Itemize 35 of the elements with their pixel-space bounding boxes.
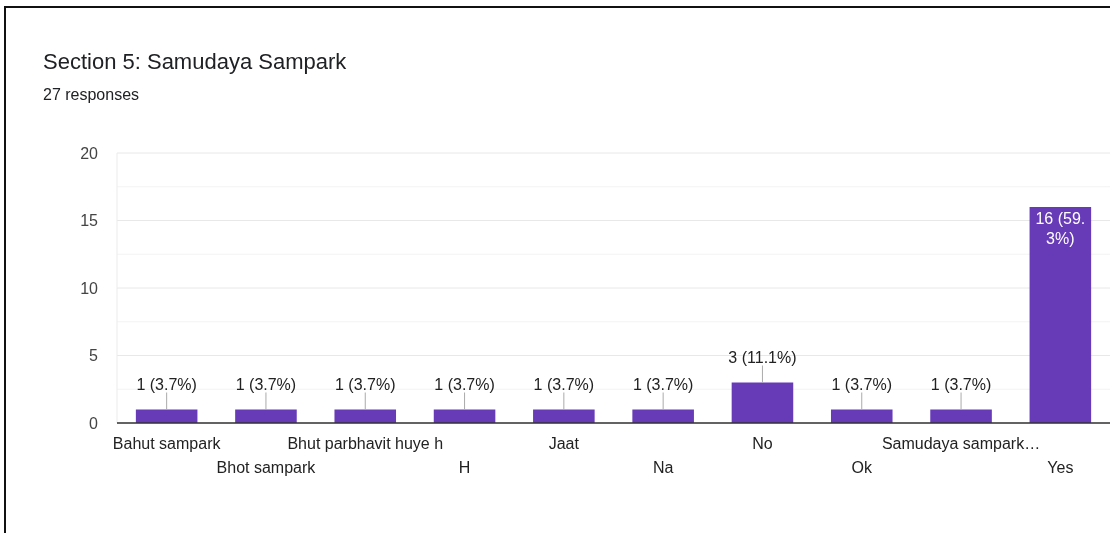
y-tick-label: 0 (89, 414, 99, 432)
chart-title: Section 5: Samudaya Sampark (43, 49, 348, 74)
bar (731, 382, 794, 423)
x-tick-label: No (752, 435, 773, 452)
bar (930, 409, 992, 423)
data-label: 1 (3.7%) (235, 375, 297, 393)
data-label: 1 (3.7%) (831, 375, 892, 393)
data-label: 1 (3.7%) (136, 375, 197, 393)
x-tick-label: Samudaya sampark… (881, 435, 1041, 452)
y-tick-label: 20 (80, 144, 99, 162)
data-label: 1 (3.7%) (434, 375, 495, 393)
x-tick-label: Yes (1047, 459, 1074, 476)
x-tick-label: Na (652, 459, 674, 476)
bar (533, 409, 595, 423)
chart-subtitle: 27 responses (43, 86, 140, 103)
x-tick-label: Ok (851, 459, 873, 476)
data-label: 1 (3.7%) (335, 375, 396, 393)
data-label: 1 (3.7%) (930, 375, 992, 393)
bar (334, 409, 397, 423)
x-tick-label: Jaat (548, 435, 580, 452)
y-tick-label: 10 (80, 279, 99, 297)
bar (1029, 207, 1092, 423)
data-label: 1 (3.7%) (533, 375, 595, 393)
y-tick-label: 5 (89, 347, 99, 365)
data-label: 1 (3.7%) (632, 375, 694, 393)
y-tick-label: 15 (80, 212, 99, 230)
x-tick-label: Bhot sampark (216, 459, 317, 476)
x-tick-label: H (458, 459, 471, 476)
data-label: 3 (11.1%) (728, 348, 797, 366)
x-tick-label: Bhut parbhavit huye h (287, 435, 444, 452)
data-label: 16 (59.3%) (1035, 210, 1086, 247)
x-tick-label: Bahut sampark (112, 435, 222, 452)
bar (632, 409, 694, 423)
bar (830, 409, 893, 423)
bar (235, 409, 297, 423)
